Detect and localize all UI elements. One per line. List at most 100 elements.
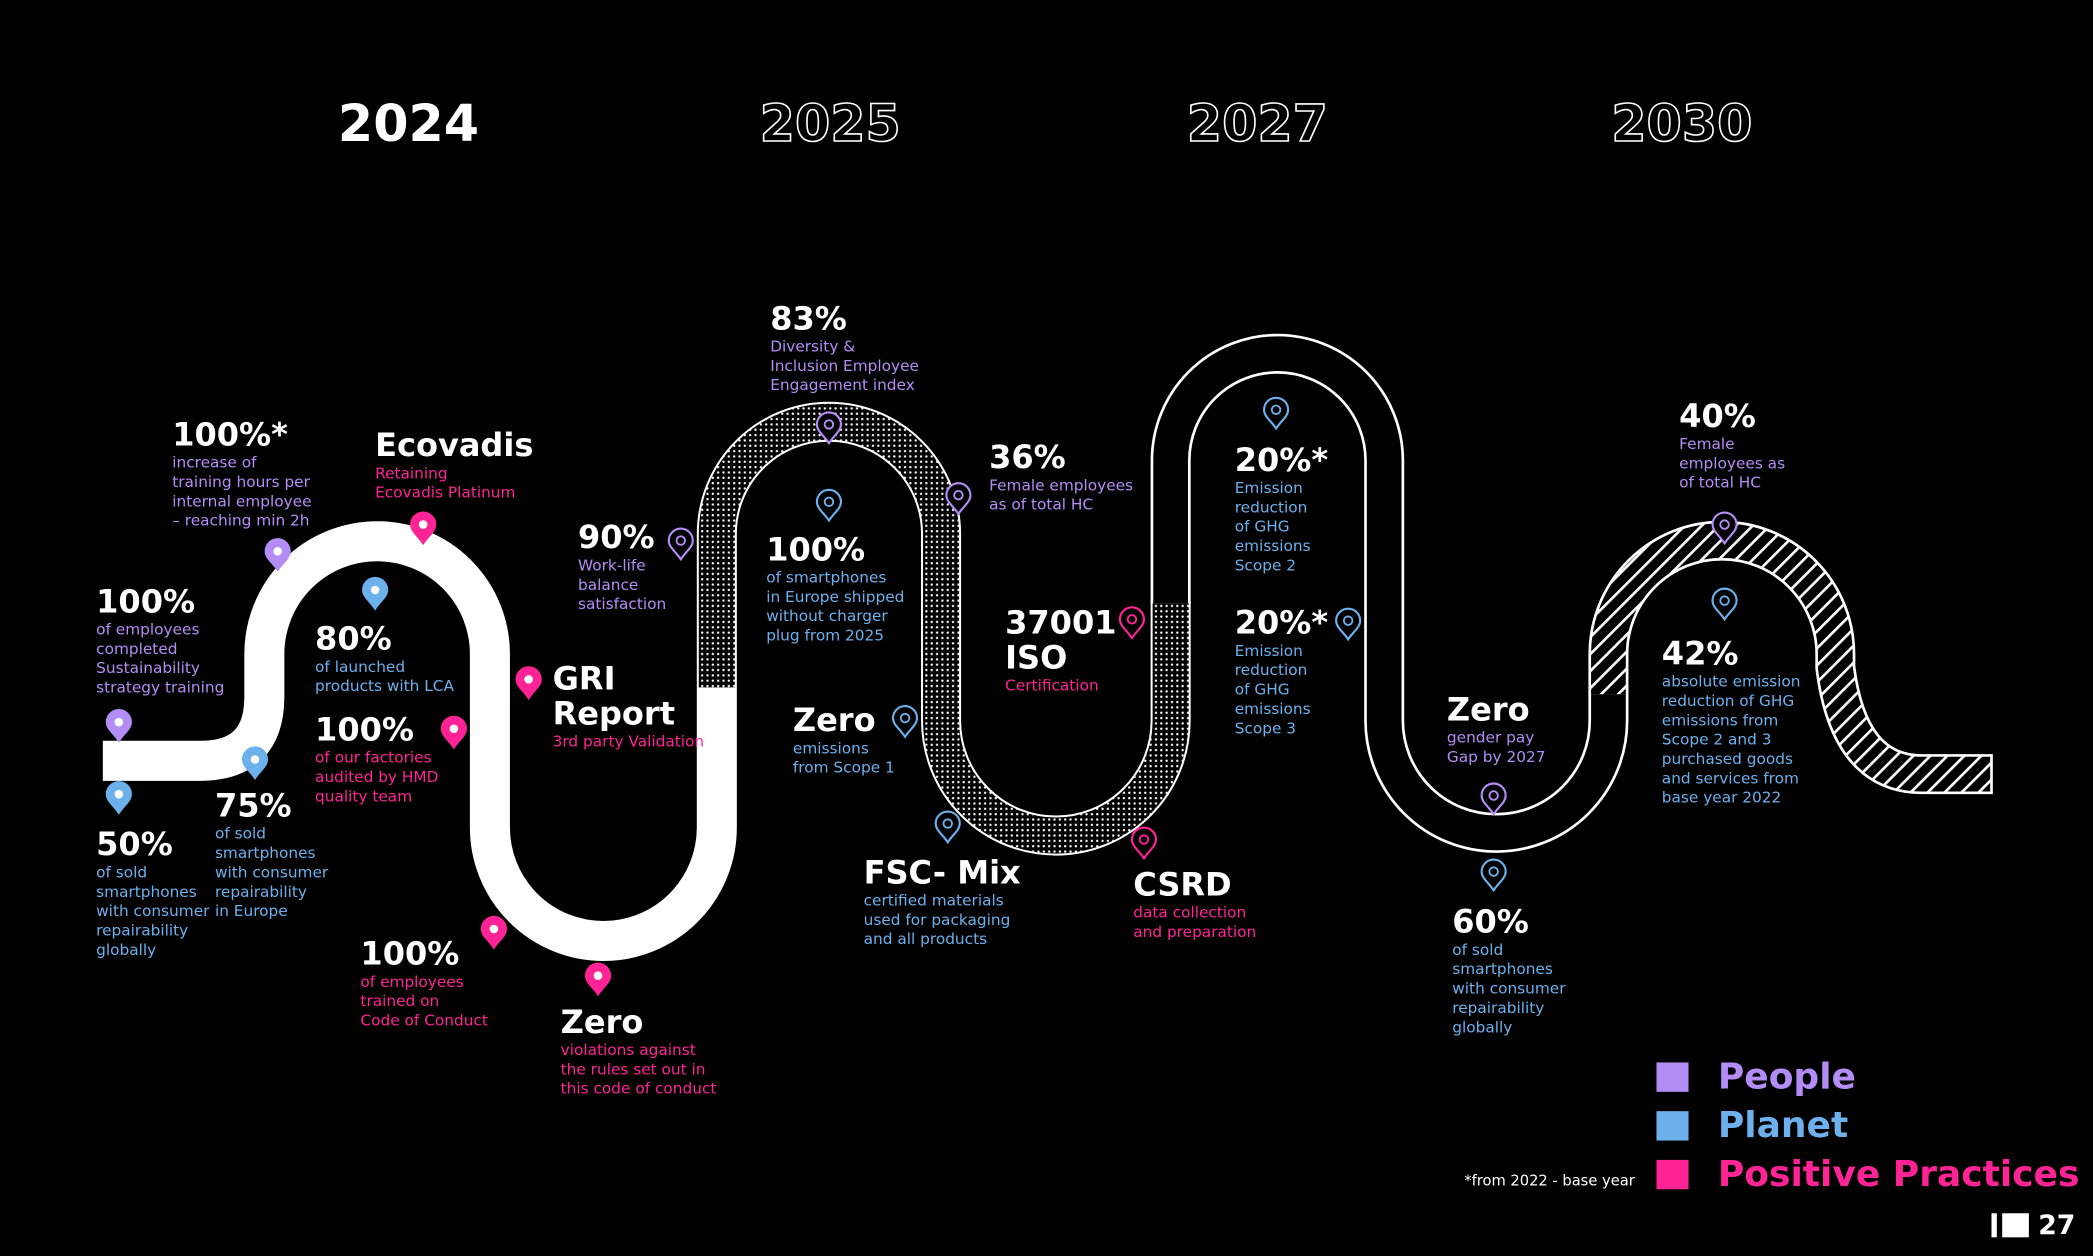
milestone-text: quality team: [315, 787, 412, 805]
milestone-text: globally: [96, 941, 156, 959]
milestone-text: as of total HC: [989, 496, 1093, 514]
milestone-text: of employees: [360, 973, 463, 991]
milestone-text: strategy training: [96, 679, 224, 697]
milestone-text: base year 2022: [1662, 789, 1782, 807]
milestone-text: products with LCA: [315, 677, 454, 695]
milestone-text: Diversity &: [770, 338, 855, 356]
milestone-text: certified materials: [864, 891, 1004, 909]
milestone-text: Scope 2: [1235, 556, 1296, 574]
milestone-text: globally: [1452, 1018, 1512, 1036]
milestone-text: emissions from: [1662, 711, 1778, 729]
legend-swatch: [1656, 1062, 1688, 1091]
milestone-text: of sold: [215, 825, 266, 843]
milestone-text: reduction: [1235, 661, 1308, 679]
milestone-text: with consumer: [96, 902, 210, 920]
milestone-text: used for packaging: [864, 911, 1011, 929]
milestone-pin-dot: [450, 725, 459, 734]
legend-swatch: [1656, 1111, 1688, 1140]
milestone-text: Certification: [1005, 677, 1099, 695]
milestone-text: Ecovadis Platinum: [375, 484, 515, 502]
footnote: *from 2022 - base year: [1464, 1172, 1635, 1189]
milestone-text: 3rd party Validation: [553, 733, 704, 751]
milestone-pin-dot: [273, 547, 282, 556]
milestone-pin-dot: [524, 675, 533, 684]
milestone-headline: 75%: [215, 787, 292, 825]
milestone-text: violations against: [561, 1041, 696, 1059]
milestone-text: satisfaction: [578, 595, 666, 613]
milestone-headline: 42%: [1662, 634, 1739, 672]
milestone-text: of total HC: [1679, 474, 1761, 492]
milestone-text: Inclusion Employee: [770, 357, 919, 375]
legend-label: Positive Practices: [1718, 1154, 2080, 1195]
milestone-headline: GRI: [553, 660, 616, 698]
milestone-text: Gap by 2027: [1447, 748, 1546, 766]
milestone-headline: 36%: [989, 438, 1066, 476]
milestone-text: absolute emission: [1662, 673, 1801, 691]
milestone-text: Female: [1679, 435, 1734, 453]
logo-block: [2002, 1213, 2029, 1237]
legend-swatch: [1656, 1160, 1688, 1189]
milestone-text: of our factories: [315, 749, 432, 767]
milestone-text: internal employee: [172, 492, 311, 510]
milestone-text: repairability: [215, 883, 307, 901]
milestone-text: Emission: [1235, 642, 1303, 660]
milestone-text: employees as: [1679, 454, 1785, 472]
milestone-text: Scope 2 and 3: [1662, 731, 1772, 749]
milestone-text: of launched: [315, 658, 405, 676]
logo-bar: [1992, 1213, 1997, 1237]
milestone-text: in Europe shipped: [766, 588, 904, 606]
milestone-text: with consumer: [1452, 980, 1566, 998]
page: *from 2022 - base year 27 20242025202720…: [0, 0, 2093, 1256]
milestone-pin-dot: [251, 755, 260, 764]
legend-label: People: [1718, 1056, 1856, 1097]
milestone-headline: 20%*: [1235, 441, 1329, 479]
milestone-headline: 100%: [360, 935, 459, 973]
milestone-text: and services from: [1662, 769, 1799, 787]
milestone-text: gender pay: [1447, 729, 1534, 747]
milestone-headline: 100%*: [172, 415, 288, 453]
milestone-text: completed: [96, 640, 177, 658]
milestone-headline: Report: [553, 694, 675, 732]
milestone-text: of sold: [96, 863, 147, 881]
milestone-text: Work-life: [578, 556, 646, 574]
page-number: 27: [2038, 1210, 2075, 1241]
milestone-headline: 20%*: [1235, 604, 1329, 642]
milestone-text: of employees: [96, 621, 199, 639]
milestone-text: of GHG: [1235, 681, 1290, 699]
milestone-pin-dot: [115, 718, 124, 727]
milestone-headline: Zero: [561, 1003, 644, 1041]
milestone-text: without charger: [766, 607, 888, 625]
milestone-headline: Zero: [793, 701, 876, 739]
milestone-text: smartphones: [215, 844, 316, 862]
milestone-text: emissions: [1235, 700, 1311, 718]
year-label: 2025: [760, 94, 901, 153]
milestone-text: Emission: [1235, 479, 1303, 497]
milestone-headline: ISO: [1005, 638, 1067, 676]
milestone-text: training hours per: [172, 473, 310, 491]
milestone-text: purchased goods: [1662, 750, 1793, 768]
milestone-headline: Ecovadis: [375, 426, 533, 464]
milestone-text: with consumer: [215, 863, 329, 881]
milestone-headline: CSRD: [1133, 865, 1231, 903]
milestone-text: emissions: [1235, 537, 1311, 555]
milestone-headline: 60%: [1452, 903, 1529, 941]
milestone-text: audited by HMD: [315, 768, 438, 786]
milestone-pin-dot: [371, 586, 380, 595]
milestone-headline: 100%: [766, 530, 865, 568]
milestone-text: this code of conduct: [561, 1080, 717, 1098]
year-label: 2027: [1187, 94, 1328, 153]
roadmap: *from 2022 - base year 27 20242025202720…: [0, 0, 2093, 1256]
milestone-text: increase of: [172, 454, 257, 472]
milestone-text: plug from 2025: [766, 627, 884, 645]
legend-label: Planet: [1718, 1105, 1848, 1146]
milestone-text: repairability: [96, 921, 188, 939]
milestone-headline: 100%: [315, 710, 414, 748]
milestone-text: emissions: [793, 739, 869, 757]
milestone-pin-dot: [115, 790, 124, 799]
milestone-text: Sustainability: [96, 659, 200, 677]
milestone-headline: 90%: [578, 518, 655, 556]
milestone-text: Code of Conduct: [360, 1012, 487, 1030]
milestone-pin-dot: [490, 925, 499, 934]
milestone-headline: 100%: [96, 582, 195, 620]
milestone-headline: Zero: [1447, 690, 1530, 728]
